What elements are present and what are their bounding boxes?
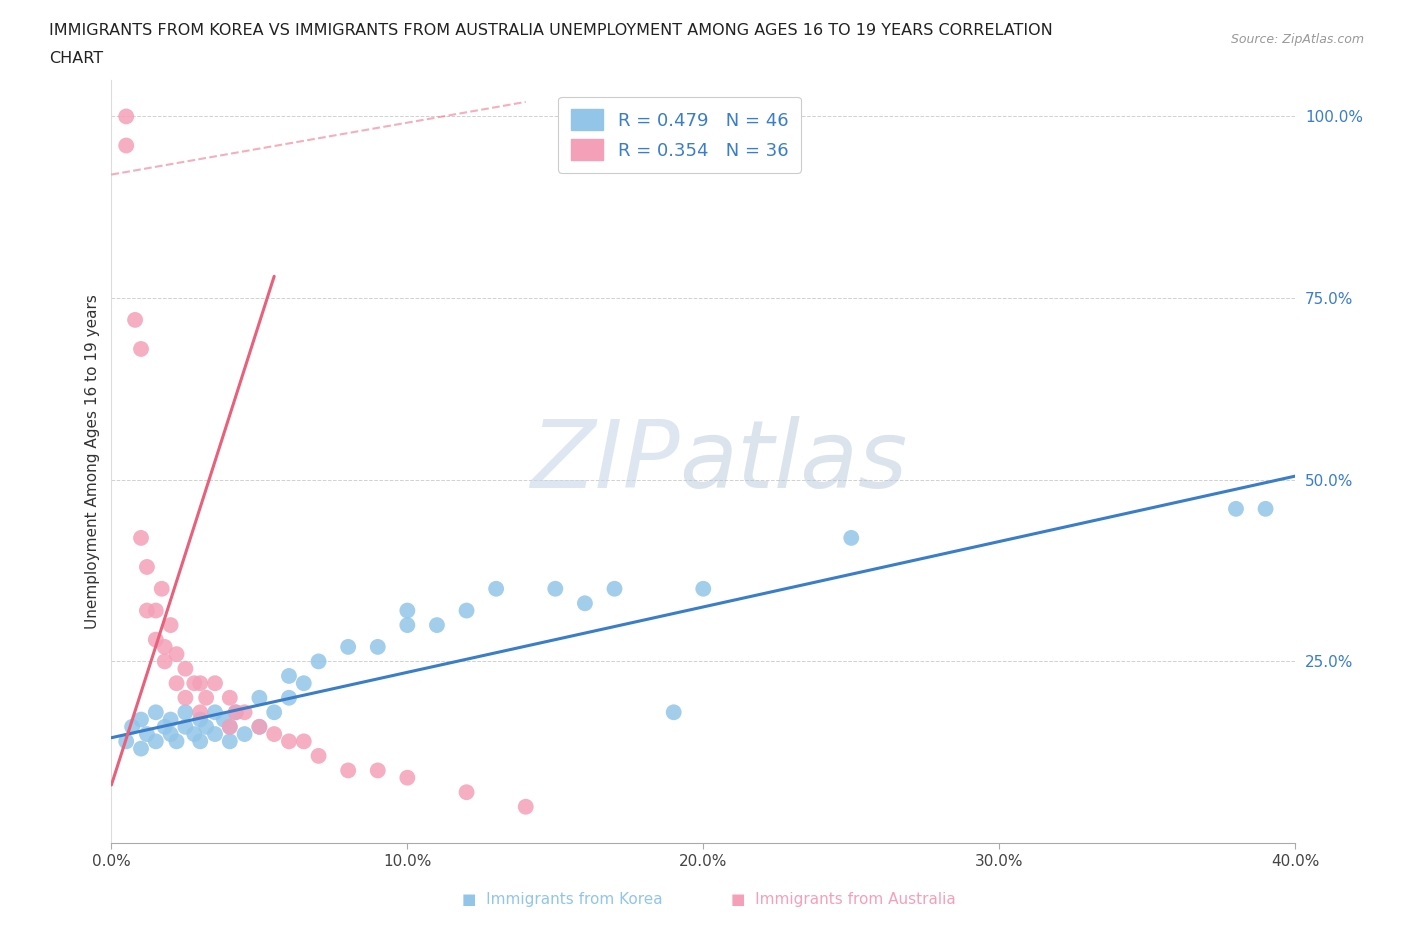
- Point: [145, 734, 167, 749]
- Point: [212, 712, 235, 727]
- Point: [247, 690, 270, 705]
- Point: [263, 726, 285, 741]
- Point: [367, 640, 389, 655]
- Point: [456, 785, 478, 800]
- Point: [337, 640, 360, 655]
- Point: [153, 654, 176, 669]
- Point: [159, 618, 181, 632]
- Point: [129, 341, 152, 356]
- Point: [183, 726, 205, 741]
- Point: [603, 581, 626, 596]
- Text: ■  Immigrants from Australia: ■ Immigrants from Australia: [731, 892, 956, 907]
- Point: [278, 669, 301, 684]
- Point: [135, 560, 157, 575]
- Point: [174, 705, 197, 720]
- Point: [135, 604, 157, 618]
- Point: [278, 690, 301, 705]
- Point: [115, 138, 138, 153]
- Legend: R = 0.479   N = 46, R = 0.354   N = 36: R = 0.479 N = 46, R = 0.354 N = 36: [558, 97, 801, 173]
- Point: [129, 712, 152, 727]
- Point: [367, 763, 389, 777]
- Point: [308, 749, 330, 764]
- Point: [150, 581, 173, 596]
- Point: [129, 530, 152, 545]
- Point: [121, 720, 143, 735]
- Point: [692, 581, 714, 596]
- Point: [204, 676, 226, 691]
- Point: [308, 654, 330, 669]
- Point: [183, 676, 205, 691]
- Point: [456, 604, 478, 618]
- Point: [145, 632, 167, 647]
- Point: [159, 726, 181, 741]
- Point: [225, 705, 247, 720]
- Point: [166, 734, 188, 749]
- Point: [188, 712, 211, 727]
- Point: [174, 690, 197, 705]
- Point: [426, 618, 449, 632]
- Point: [188, 734, 211, 749]
- Text: IMMIGRANTS FROM KOREA VS IMMIGRANTS FROM AUSTRALIA UNEMPLOYMENT AMONG AGES 16 TO: IMMIGRANTS FROM KOREA VS IMMIGRANTS FROM…: [49, 23, 1053, 38]
- Point: [174, 661, 197, 676]
- Point: [124, 312, 146, 327]
- Point: [233, 705, 256, 720]
- Point: [278, 734, 301, 749]
- Point: [218, 720, 240, 735]
- Point: [485, 581, 508, 596]
- Point: [233, 726, 256, 741]
- Point: [337, 763, 360, 777]
- Point: [218, 734, 240, 749]
- Point: [153, 640, 176, 655]
- Point: [662, 705, 685, 720]
- Point: [225, 705, 247, 720]
- Text: CHART: CHART: [49, 51, 103, 66]
- Point: [544, 581, 567, 596]
- Point: [204, 726, 226, 741]
- Point: [218, 720, 240, 735]
- Text: atlas: atlas: [679, 416, 908, 507]
- Point: [204, 705, 226, 720]
- Point: [145, 705, 167, 720]
- Point: [188, 705, 211, 720]
- Point: [218, 690, 240, 705]
- Text: ZIP: ZIP: [530, 416, 679, 507]
- Point: [135, 726, 157, 741]
- Text: Source: ZipAtlas.com: Source: ZipAtlas.com: [1230, 33, 1364, 46]
- Point: [195, 690, 218, 705]
- Point: [292, 734, 315, 749]
- Point: [263, 705, 285, 720]
- Point: [292, 676, 315, 691]
- Point: [153, 720, 176, 735]
- Point: [1225, 501, 1247, 516]
- Point: [839, 530, 862, 545]
- Point: [129, 741, 152, 756]
- Point: [574, 596, 596, 611]
- Point: [166, 676, 188, 691]
- Text: ■  Immigrants from Korea: ■ Immigrants from Korea: [463, 892, 662, 907]
- Point: [145, 604, 167, 618]
- Point: [396, 770, 419, 785]
- Point: [174, 720, 197, 735]
- Point: [188, 676, 211, 691]
- Point: [115, 734, 138, 749]
- Point: [1254, 501, 1277, 516]
- Point: [195, 720, 218, 735]
- Point: [247, 720, 270, 735]
- Point: [396, 604, 419, 618]
- Point: [247, 720, 270, 735]
- Point: [159, 712, 181, 727]
- Point: [166, 646, 188, 661]
- Point: [515, 799, 537, 814]
- Point: [115, 109, 138, 124]
- Y-axis label: Unemployment Among Ages 16 to 19 years: Unemployment Among Ages 16 to 19 years: [86, 294, 100, 629]
- Point: [396, 618, 419, 632]
